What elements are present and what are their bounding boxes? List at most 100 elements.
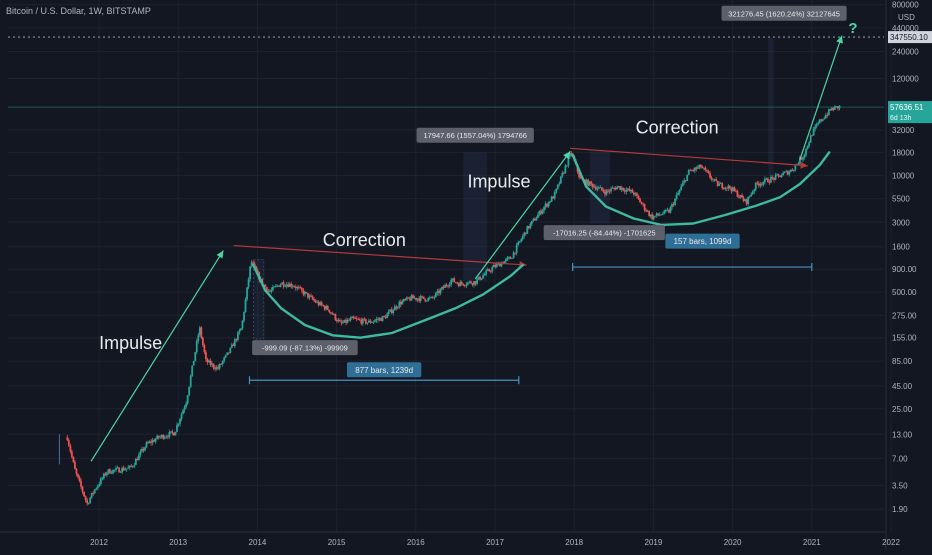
candle-body (395, 306, 398, 309)
measure-callout-bg (543, 225, 665, 241)
candle-body (645, 209, 647, 212)
candle-body (320, 302, 323, 305)
candle-body (226, 352, 229, 355)
candle-body (750, 194, 753, 197)
candle-body (633, 192, 635, 195)
candle-body (683, 180, 686, 183)
candle-body (195, 340, 198, 352)
candle-body (313, 299, 315, 301)
candle-body (569, 153, 571, 157)
candle-body (378, 318, 381, 320)
candle-body (285, 284, 288, 287)
candle-body (832, 107, 835, 110)
candle-body (814, 126, 817, 129)
phase-label: Correction (636, 118, 719, 138)
candle-body (142, 448, 145, 451)
candle-body (547, 201, 550, 207)
candle-body (674, 198, 676, 205)
candle-body (130, 465, 133, 467)
candle-body (517, 242, 520, 246)
candle-body (782, 172, 785, 176)
candle-body (81, 486, 84, 492)
measure-box (252, 259, 265, 340)
candle-body (827, 109, 830, 116)
candle-body (102, 473, 105, 479)
candle-body (744, 199, 746, 201)
candle-body (410, 295, 413, 301)
candle-body (147, 442, 149, 444)
candle-body (121, 467, 124, 473)
candle-body (815, 124, 818, 127)
candle-body (655, 213, 658, 216)
candle-body (396, 307, 399, 309)
candle-body (739, 195, 742, 198)
price-tick-label: 32000 (892, 126, 915, 135)
candle-body (453, 278, 456, 283)
candle-body (715, 179, 718, 181)
measure-callout-bg (346, 362, 422, 378)
candle-body (585, 179, 588, 185)
candle-body (779, 175, 782, 178)
time-tick-label: 2021 (803, 538, 821, 547)
candle-body (698, 164, 701, 168)
candle-body (80, 480, 82, 487)
candle-body (817, 122, 820, 125)
candle-body (104, 473, 107, 476)
question-mark: ? (848, 20, 857, 37)
candle-body (625, 189, 628, 192)
candle-body (637, 195, 640, 199)
candle-body (735, 190, 737, 192)
candle-body (684, 180, 687, 182)
candle-body (180, 414, 183, 420)
price-tick-label: 10000 (892, 171, 915, 180)
candle-body (418, 298, 421, 301)
candle-body (649, 214, 652, 216)
candle-body (304, 291, 306, 295)
price-tick-label: 1.90 (892, 505, 908, 514)
candle-body (276, 285, 279, 287)
candle-body (69, 445, 72, 452)
candle-body (299, 287, 302, 289)
candle-body (173, 432, 175, 436)
candle-body (311, 296, 314, 300)
candle-body (296, 287, 299, 289)
candle-body (757, 183, 760, 186)
projection-arrow-head (836, 35, 843, 44)
candle-body (535, 218, 538, 221)
candle-body (343, 319, 346, 323)
candle-body (374, 320, 376, 322)
time-tick-label: 2012 (90, 538, 108, 547)
candle-body (332, 314, 335, 315)
candle-body (214, 367, 216, 370)
candle-body (835, 106, 838, 107)
candle-body (470, 281, 472, 284)
candle-body (267, 291, 270, 292)
candle-body (238, 330, 241, 333)
candle-body (570, 153, 573, 155)
candle-body (70, 451, 73, 457)
candle-body (707, 171, 710, 174)
candle-body (719, 183, 722, 185)
candle-body (826, 115, 829, 116)
candle-body (648, 210, 651, 216)
candle-body (425, 300, 428, 302)
candle-body (722, 188, 725, 190)
candle-body (122, 467, 125, 471)
candle-body (115, 468, 117, 470)
measure-callout: -17016.25 (-84.44%) -1701625 (553, 229, 656, 238)
candle-body (342, 322, 344, 324)
candle-body (466, 282, 469, 285)
candle-body (690, 170, 693, 171)
candle-body (785, 170, 788, 172)
candle-body (393, 306, 396, 311)
candle-body (252, 262, 255, 264)
candle-body (738, 196, 740, 198)
candle-body (348, 319, 350, 321)
candle-body (191, 365, 194, 376)
candle-body (192, 360, 195, 366)
candle-body (233, 339, 236, 347)
candle-body (336, 319, 338, 322)
candle-body (183, 407, 186, 411)
